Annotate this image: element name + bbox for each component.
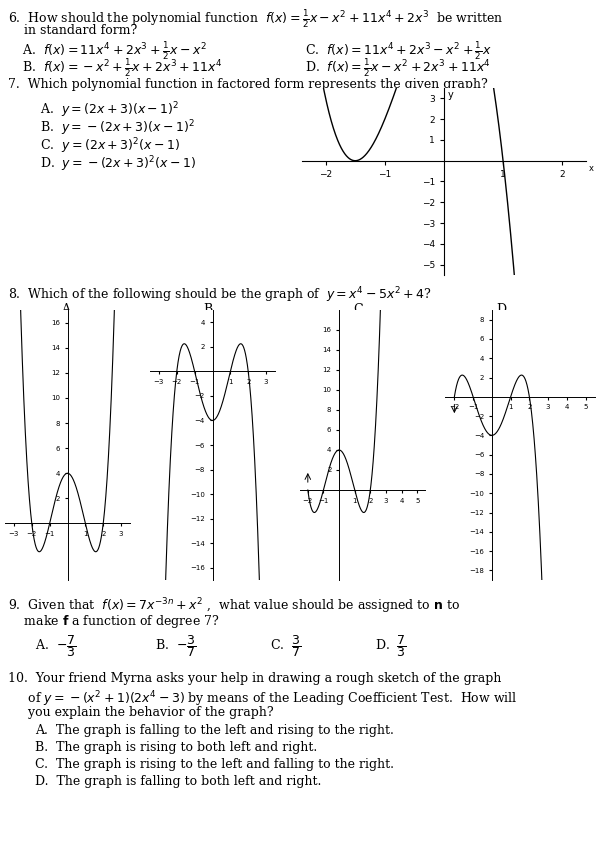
- Text: B.  $-\dfrac{3}{7}$: B. $-\dfrac{3}{7}$: [155, 633, 196, 659]
- Text: B.  The graph is rising to both left and right.: B. The graph is rising to both left and …: [35, 741, 317, 754]
- Text: 7.  Which polynomial function in factored form represents the given graph?: 7. Which polynomial function in factored…: [8, 78, 488, 91]
- Text: y: y: [448, 90, 454, 100]
- Text: A.  The graph is falling to the left and rising to the right.: A. The graph is falling to the left and …: [35, 724, 394, 737]
- Text: in standard form?: in standard form?: [8, 24, 137, 37]
- Text: C.  $f(x) = 11x^4 + 2x^3 - x^2 + \frac{1}{2}x$: C. $f(x) = 11x^4 + 2x^3 - x^2 + \frac{1}…: [305, 40, 492, 62]
- Text: x: x: [589, 164, 594, 173]
- Text: D.  $y = -(2x+3)^2(x-1)$: D. $y = -(2x+3)^2(x-1)$: [40, 154, 196, 174]
- Text: C.  $y = (2x+3)^2(x-1)$: C. $y = (2x+3)^2(x-1)$: [40, 136, 180, 156]
- Text: D.  The graph is falling to both left and right.: D. The graph is falling to both left and…: [35, 775, 321, 788]
- Text: B.: B.: [204, 303, 217, 316]
- Text: you explain the behavior of the graph?: you explain the behavior of the graph?: [8, 706, 274, 719]
- Text: make $\mathbf{f}$ a function of degree 7?: make $\mathbf{f}$ a function of degree 7…: [8, 613, 220, 630]
- Text: A.  $-\dfrac{7}{3}$: A. $-\dfrac{7}{3}$: [35, 633, 77, 659]
- Text: D.: D.: [496, 303, 510, 316]
- Text: 9.  Given that  $f(x) = 7x^{-3n} + x^2$ ,  what value should be assigned to $\ma: 9. Given that $f(x) = 7x^{-3n} + x^2$ , …: [8, 596, 460, 615]
- Text: D.  $\dfrac{7}{3}$: D. $\dfrac{7}{3}$: [375, 633, 407, 659]
- Text: C.: C.: [353, 303, 367, 316]
- Text: A.  $f(x) = 11x^4 + 2x^3 + \frac{1}{2}x - x^2$: A. $f(x) = 11x^4 + 2x^3 + \frac{1}{2}x -…: [22, 40, 207, 62]
- Text: A.  $y = (2x+3)(x-1)^2$: A. $y = (2x+3)(x-1)^2$: [40, 100, 179, 119]
- Text: C.  $\dfrac{3}{7}$: C. $\dfrac{3}{7}$: [270, 633, 301, 659]
- Text: 8.  Which of the following should be the graph of  $y = x^4 - 5x^2 + 4$?: 8. Which of the following should be the …: [8, 285, 431, 305]
- Text: A.: A.: [62, 303, 74, 316]
- Text: C.  The graph is rising to the left and falling to the right.: C. The graph is rising to the left and f…: [35, 758, 394, 771]
- Text: of $y = -(x^2+1)(2x^4-3)$ by means of the Leading Coefficient Test.  How will: of $y = -(x^2+1)(2x^4-3)$ by means of th…: [8, 689, 518, 708]
- Text: B.  $y = -(2x+3)(x-1)^2$: B. $y = -(2x+3)(x-1)^2$: [40, 118, 194, 137]
- Text: D.  $f(x) = \frac{1}{2}x - x^2 + 2x^3 + 11x^4$: D. $f(x) = \frac{1}{2}x - x^2 + 2x^3 + 1…: [305, 57, 491, 79]
- Text: B.  $f(x) = -x^2 + \frac{1}{2}x + 2x^3 + 11x^4$: B. $f(x) = -x^2 + \frac{1}{2}x + 2x^3 + …: [22, 57, 222, 79]
- Text: 6.  How should the polynomial function  $f(x) = \frac{1}{2}x - x^2 + 11x^4 + 2x^: 6. How should the polynomial function $f…: [8, 8, 503, 30]
- Text: 10.  Your friend Myrna asks your help in drawing a rough sketch of the graph: 10. Your friend Myrna asks your help in …: [8, 672, 501, 685]
